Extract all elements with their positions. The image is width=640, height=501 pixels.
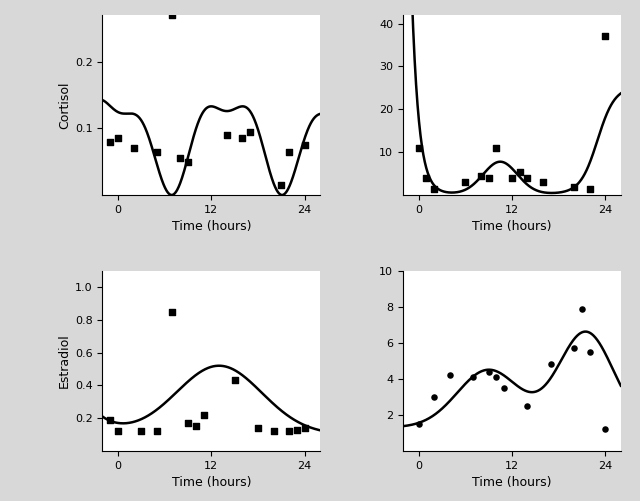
- X-axis label: Time (hours): Time (hours): [172, 220, 251, 233]
- X-axis label: Time (hours): Time (hours): [472, 220, 552, 233]
- Point: [152, 427, 162, 435]
- Point: [167, 11, 177, 19]
- Point: [600, 33, 611, 41]
- Point: [237, 134, 248, 142]
- Point: [105, 416, 115, 424]
- Point: [191, 422, 201, 430]
- Point: [569, 182, 579, 190]
- Point: [245, 128, 255, 136]
- Point: [492, 144, 502, 152]
- Y-axis label: Estradiol: Estradiol: [58, 334, 71, 388]
- Point: [538, 178, 548, 186]
- Point: [292, 426, 302, 434]
- Point: [507, 174, 517, 182]
- Point: [515, 167, 525, 175]
- Point: [499, 384, 509, 392]
- Point: [600, 425, 611, 433]
- Y-axis label: Cortisol: Cortisol: [58, 81, 71, 129]
- Point: [492, 373, 502, 381]
- Point: [230, 376, 240, 384]
- Point: [476, 172, 486, 180]
- Point: [569, 344, 579, 352]
- Point: [429, 393, 439, 401]
- Point: [577, 305, 587, 313]
- Point: [483, 174, 493, 182]
- Point: [460, 178, 470, 186]
- Point: [183, 158, 193, 166]
- Point: [445, 371, 455, 379]
- Point: [300, 141, 310, 149]
- Point: [421, 174, 431, 182]
- Point: [413, 144, 424, 152]
- Point: [413, 420, 424, 428]
- Point: [300, 424, 310, 432]
- Point: [136, 427, 147, 435]
- Point: [522, 402, 532, 410]
- X-axis label: Time (hours): Time (hours): [472, 476, 552, 489]
- Point: [167, 308, 177, 316]
- Point: [584, 348, 595, 356]
- Point: [483, 368, 493, 376]
- Point: [546, 360, 556, 368]
- Point: [221, 131, 232, 139]
- Point: [284, 148, 294, 156]
- Point: [253, 424, 263, 432]
- Point: [284, 427, 294, 435]
- Point: [276, 181, 287, 189]
- Point: [129, 144, 139, 152]
- Point: [113, 427, 123, 435]
- Point: [584, 185, 595, 193]
- Point: [113, 134, 123, 142]
- X-axis label: Time (hours): Time (hours): [172, 476, 251, 489]
- Point: [468, 373, 478, 381]
- Point: [175, 154, 186, 162]
- Point: [429, 185, 439, 193]
- Point: [105, 138, 115, 146]
- Point: [183, 419, 193, 427]
- Point: [522, 174, 532, 182]
- Point: [198, 411, 209, 419]
- Point: [268, 427, 278, 435]
- Point: [152, 148, 162, 156]
